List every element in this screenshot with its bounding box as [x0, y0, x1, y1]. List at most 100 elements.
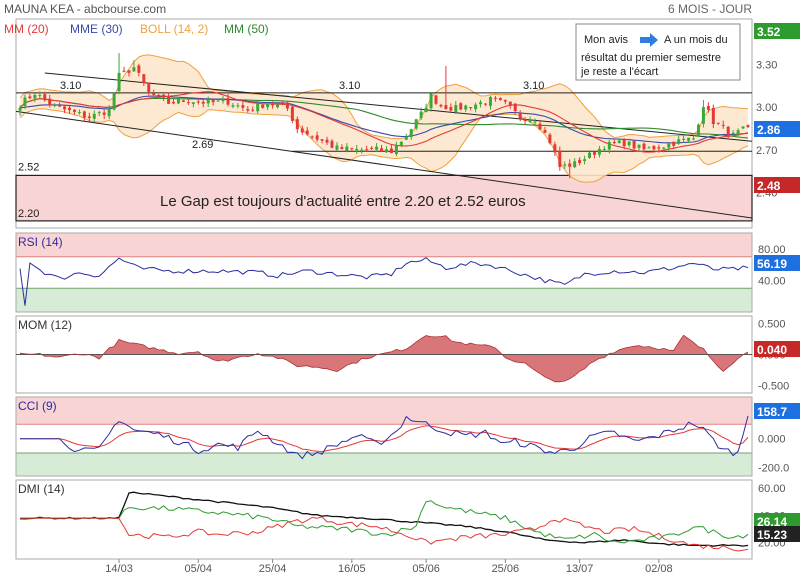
candle-body — [488, 97, 492, 106]
candle-body — [241, 105, 245, 108]
candle-body — [384, 149, 388, 153]
note-box: Mon avis A un mois du résultat du premier … — [575, 23, 741, 81]
period-label: 6 MOIS - JOUR — [667, 2, 752, 16]
candle-body — [102, 112, 106, 115]
candle-body — [404, 136, 408, 140]
candle-body — [503, 99, 507, 102]
candle-body — [365, 149, 369, 151]
candle-body — [300, 128, 304, 133]
rsi-y-tick: 80.00 — [758, 244, 786, 256]
candle — [657, 144, 661, 153]
candle-body — [246, 109, 250, 111]
candle-body — [731, 132, 735, 135]
candle-body — [380, 148, 384, 152]
candle-body — [162, 94, 166, 98]
cci-tag: 158.7 — [754, 403, 800, 419]
candle — [508, 101, 512, 109]
level-252-label: 2.52 — [18, 161, 39, 173]
candle-body — [181, 100, 185, 102]
dmi-tag-red-bg — [754, 526, 800, 542]
arrow-right-icon — [640, 33, 658, 47]
cci-line — [20, 415, 749, 460]
candle — [637, 144, 641, 151]
level-310-label: 3.10 — [60, 80, 81, 92]
candle — [147, 82, 151, 96]
candle-body — [583, 159, 587, 162]
candle — [340, 144, 344, 150]
candle-body — [335, 145, 339, 150]
candle — [300, 125, 304, 135]
candle-body — [464, 105, 468, 110]
candle-body — [662, 147, 666, 149]
candle — [503, 99, 507, 105]
candle — [434, 95, 438, 105]
candle — [632, 140, 636, 152]
candle — [102, 109, 106, 120]
candle — [687, 137, 691, 144]
candle-body — [647, 147, 651, 149]
candle-body — [38, 95, 42, 97]
cci-upper-zone — [16, 397, 752, 425]
candle-body — [548, 134, 552, 144]
candle — [538, 121, 542, 130]
x-axis: 14/03 05/04 25/04 16/05 05/06 25/06 13/07 02/08 — [105, 559, 673, 575]
cci-tag-bg — [754, 403, 800, 419]
candle — [122, 66, 126, 73]
candle — [394, 141, 398, 157]
candle — [137, 63, 141, 77]
ticker-name: MAUNA KEA — [4, 2, 74, 16]
candle-body — [68, 107, 72, 111]
candle-body — [236, 105, 240, 107]
candle — [404, 133, 408, 141]
candle — [389, 144, 393, 154]
bollinger-lower-line — [19, 108, 749, 183]
candle-body — [597, 148, 601, 155]
downtrend-upper-line — [44, 72, 753, 142]
candle-body — [370, 147, 374, 149]
mom-area — [20, 335, 748, 382]
candle-body — [147, 82, 151, 92]
candle — [429, 93, 433, 112]
candle — [63, 104, 67, 114]
candle — [493, 95, 497, 102]
candle-body — [330, 140, 334, 148]
candle-body — [167, 96, 171, 104]
candle-body — [221, 99, 225, 102]
candle — [627, 141, 631, 148]
note-box-frame — [575, 23, 741, 81]
candle-body — [142, 74, 146, 84]
rsi-panel: RSI (14) 80.00 40.00 — [15, 232, 786, 313]
candle — [18, 105, 22, 116]
candle-body — [345, 146, 349, 151]
candle — [622, 138, 626, 150]
candle-body — [573, 161, 577, 168]
cci-lower-zone — [16, 453, 752, 476]
candle — [127, 70, 131, 77]
candle — [597, 145, 601, 158]
candle — [23, 94, 27, 110]
candle — [518, 110, 522, 122]
candle-body — [528, 119, 532, 122]
candle-body — [602, 149, 606, 151]
candle-body — [543, 130, 547, 133]
candle-body — [117, 72, 121, 92]
candle — [384, 146, 388, 153]
candle-body — [216, 100, 220, 102]
candle — [513, 103, 517, 115]
level-310-label-c: 3.10 — [523, 80, 544, 92]
candle — [186, 99, 190, 105]
candle — [266, 103, 270, 111]
candle — [662, 147, 666, 153]
mom-line — [19, 334, 749, 383]
candle-body — [429, 93, 433, 109]
price-legend-item: MM (50) — [224, 22, 269, 36]
candle — [236, 102, 240, 109]
candle-body — [176, 99, 180, 104]
candle — [305, 127, 309, 136]
candle — [419, 107, 423, 121]
candle-body — [122, 70, 126, 72]
candle-body — [63, 106, 67, 110]
candle — [607, 140, 611, 154]
price-tag-last: 2.86 — [754, 121, 800, 137]
mom-y-tick: 0.500 — [758, 318, 786, 330]
